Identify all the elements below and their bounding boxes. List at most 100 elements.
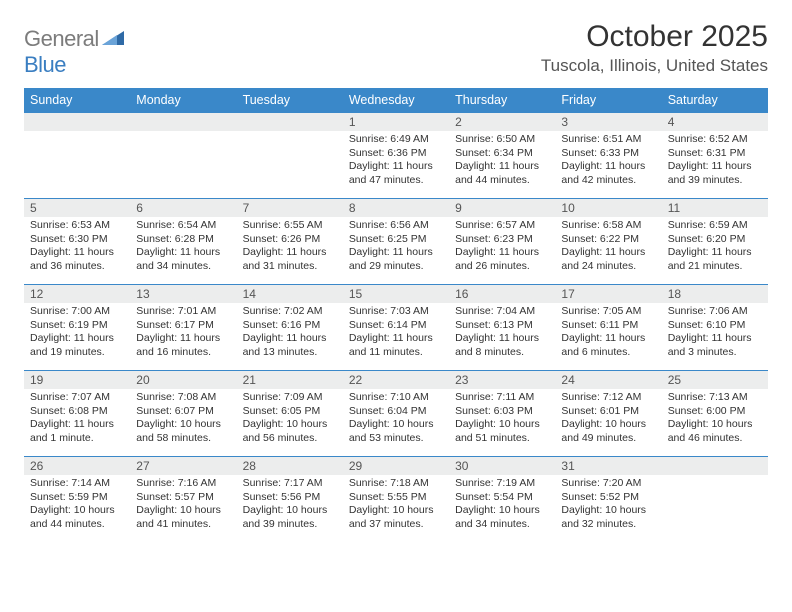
logo: General Blue <box>24 26 124 78</box>
day-data: Sunrise: 7:17 AMSunset: 5:56 PMDaylight:… <box>237 475 343 535</box>
day-data <box>24 131 130 137</box>
day-number: 26 <box>24 457 130 475</box>
calendar-cell: 30Sunrise: 7:19 AMSunset: 5:54 PMDayligh… <box>449 457 555 543</box>
day-data: Sunrise: 6:51 AMSunset: 6:33 PMDaylight:… <box>555 131 661 191</box>
day-data: Sunrise: 7:00 AMSunset: 6:19 PMDaylight:… <box>24 303 130 363</box>
day-data: Sunrise: 7:05 AMSunset: 6:11 PMDaylight:… <box>555 303 661 363</box>
day-number: 19 <box>24 371 130 389</box>
calendar-row: 26Sunrise: 7:14 AMSunset: 5:59 PMDayligh… <box>24 457 768 543</box>
calendar-cell: 18Sunrise: 7:06 AMSunset: 6:10 PMDayligh… <box>662 285 768 371</box>
day-number: 14 <box>237 285 343 303</box>
day-number: 21 <box>237 371 343 389</box>
day-data: Sunrise: 6:53 AMSunset: 6:30 PMDaylight:… <box>24 217 130 277</box>
day-data: Sunrise: 6:50 AMSunset: 6:34 PMDaylight:… <box>449 131 555 191</box>
logo-word1: General <box>24 26 99 51</box>
day-number: 10 <box>555 199 661 217</box>
calendar-cell: 2Sunrise: 6:50 AMSunset: 6:34 PMDaylight… <box>449 113 555 199</box>
day-data: Sunrise: 7:08 AMSunset: 6:07 PMDaylight:… <box>130 389 236 449</box>
day-data: Sunrise: 7:04 AMSunset: 6:13 PMDaylight:… <box>449 303 555 363</box>
day-number <box>237 113 343 131</box>
day-number: 28 <box>237 457 343 475</box>
calendar-cell: 3Sunrise: 6:51 AMSunset: 6:33 PMDaylight… <box>555 113 661 199</box>
calendar-row: 12Sunrise: 7:00 AMSunset: 6:19 PMDayligh… <box>24 285 768 371</box>
day-number: 4 <box>662 113 768 131</box>
weekday-header: Wednesday <box>343 88 449 113</box>
day-data: Sunrise: 6:58 AMSunset: 6:22 PMDaylight:… <box>555 217 661 277</box>
calendar-cell: 21Sunrise: 7:09 AMSunset: 6:05 PMDayligh… <box>237 371 343 457</box>
logo-word2: Blue <box>24 52 66 77</box>
day-data: Sunrise: 7:20 AMSunset: 5:52 PMDaylight:… <box>555 475 661 535</box>
day-number: 18 <box>662 285 768 303</box>
calendar-cell: 27Sunrise: 7:16 AMSunset: 5:57 PMDayligh… <box>130 457 236 543</box>
calendar-cell: 1Sunrise: 6:49 AMSunset: 6:36 PMDaylight… <box>343 113 449 199</box>
day-number: 25 <box>662 371 768 389</box>
day-number <box>24 113 130 131</box>
logo-text: General Blue <box>24 26 124 78</box>
calendar-cell <box>662 457 768 543</box>
calendar-cell: 10Sunrise: 6:58 AMSunset: 6:22 PMDayligh… <box>555 199 661 285</box>
day-data: Sunrise: 6:57 AMSunset: 6:23 PMDaylight:… <box>449 217 555 277</box>
day-number: 27 <box>130 457 236 475</box>
day-number: 30 <box>449 457 555 475</box>
calendar-cell: 12Sunrise: 7:00 AMSunset: 6:19 PMDayligh… <box>24 285 130 371</box>
calendar-cell: 7Sunrise: 6:55 AMSunset: 6:26 PMDaylight… <box>237 199 343 285</box>
day-data: Sunrise: 6:55 AMSunset: 6:26 PMDaylight:… <box>237 217 343 277</box>
calendar-cell: 8Sunrise: 6:56 AMSunset: 6:25 PMDaylight… <box>343 199 449 285</box>
day-number: 2 <box>449 113 555 131</box>
calendar-cell: 26Sunrise: 7:14 AMSunset: 5:59 PMDayligh… <box>24 457 130 543</box>
calendar-table: Sunday Monday Tuesday Wednesday Thursday… <box>24 88 768 543</box>
day-data: Sunrise: 7:02 AMSunset: 6:16 PMDaylight:… <box>237 303 343 363</box>
weekday-header: Thursday <box>449 88 555 113</box>
day-data: Sunrise: 6:59 AMSunset: 6:20 PMDaylight:… <box>662 217 768 277</box>
calendar-cell: 5Sunrise: 6:53 AMSunset: 6:30 PMDaylight… <box>24 199 130 285</box>
day-number: 22 <box>343 371 449 389</box>
day-number: 6 <box>130 199 236 217</box>
calendar-cell: 29Sunrise: 7:18 AMSunset: 5:55 PMDayligh… <box>343 457 449 543</box>
calendar-cell: 23Sunrise: 7:11 AMSunset: 6:03 PMDayligh… <box>449 371 555 457</box>
calendar-cell: 25Sunrise: 7:13 AMSunset: 6:00 PMDayligh… <box>662 371 768 457</box>
calendar-cell: 20Sunrise: 7:08 AMSunset: 6:07 PMDayligh… <box>130 371 236 457</box>
calendar-body: 1Sunrise: 6:49 AMSunset: 6:36 PMDaylight… <box>24 113 768 543</box>
day-number: 8 <box>343 199 449 217</box>
day-data <box>130 131 236 137</box>
calendar-row: 19Sunrise: 7:07 AMSunset: 6:08 PMDayligh… <box>24 371 768 457</box>
day-data <box>662 475 768 481</box>
day-data: Sunrise: 7:16 AMSunset: 5:57 PMDaylight:… <box>130 475 236 535</box>
calendar-cell: 17Sunrise: 7:05 AMSunset: 6:11 PMDayligh… <box>555 285 661 371</box>
day-number: 31 <box>555 457 661 475</box>
day-data: Sunrise: 7:03 AMSunset: 6:14 PMDaylight:… <box>343 303 449 363</box>
weekday-header: Monday <box>130 88 236 113</box>
title-block: October 2025 Tuscola, Illinois, United S… <box>541 20 768 76</box>
calendar-cell: 22Sunrise: 7:10 AMSunset: 6:04 PMDayligh… <box>343 371 449 457</box>
day-data: Sunrise: 6:49 AMSunset: 6:36 PMDaylight:… <box>343 131 449 191</box>
day-number: 3 <box>555 113 661 131</box>
weekday-header: Saturday <box>662 88 768 113</box>
day-number: 7 <box>237 199 343 217</box>
day-data: Sunrise: 7:19 AMSunset: 5:54 PMDaylight:… <box>449 475 555 535</box>
day-number: 12 <box>24 285 130 303</box>
day-data: Sunrise: 6:52 AMSunset: 6:31 PMDaylight:… <box>662 131 768 191</box>
day-data <box>237 131 343 137</box>
day-number: 13 <box>130 285 236 303</box>
day-data: Sunrise: 6:54 AMSunset: 6:28 PMDaylight:… <box>130 217 236 277</box>
weekday-header-row: Sunday Monday Tuesday Wednesday Thursday… <box>24 88 768 113</box>
calendar-cell: 31Sunrise: 7:20 AMSunset: 5:52 PMDayligh… <box>555 457 661 543</box>
calendar-cell: 14Sunrise: 7:02 AMSunset: 6:16 PMDayligh… <box>237 285 343 371</box>
header: General Blue October 2025 Tuscola, Illin… <box>24 20 768 78</box>
day-data: Sunrise: 7:01 AMSunset: 6:17 PMDaylight:… <box>130 303 236 363</box>
day-number: 17 <box>555 285 661 303</box>
calendar-cell: 11Sunrise: 6:59 AMSunset: 6:20 PMDayligh… <box>662 199 768 285</box>
day-data: Sunrise: 7:12 AMSunset: 6:01 PMDaylight:… <box>555 389 661 449</box>
calendar-row: 1Sunrise: 6:49 AMSunset: 6:36 PMDaylight… <box>24 113 768 199</box>
calendar-cell: 6Sunrise: 6:54 AMSunset: 6:28 PMDaylight… <box>130 199 236 285</box>
calendar-cell: 15Sunrise: 7:03 AMSunset: 6:14 PMDayligh… <box>343 285 449 371</box>
day-number: 11 <box>662 199 768 217</box>
month-title: October 2025 <box>541 20 768 54</box>
calendar-cell: 24Sunrise: 7:12 AMSunset: 6:01 PMDayligh… <box>555 371 661 457</box>
weekday-header: Friday <box>555 88 661 113</box>
calendar-cell: 9Sunrise: 6:57 AMSunset: 6:23 PMDaylight… <box>449 199 555 285</box>
weekday-header: Tuesday <box>237 88 343 113</box>
day-number: 1 <box>343 113 449 131</box>
day-data: Sunrise: 7:13 AMSunset: 6:00 PMDaylight:… <box>662 389 768 449</box>
calendar-cell: 13Sunrise: 7:01 AMSunset: 6:17 PMDayligh… <box>130 285 236 371</box>
